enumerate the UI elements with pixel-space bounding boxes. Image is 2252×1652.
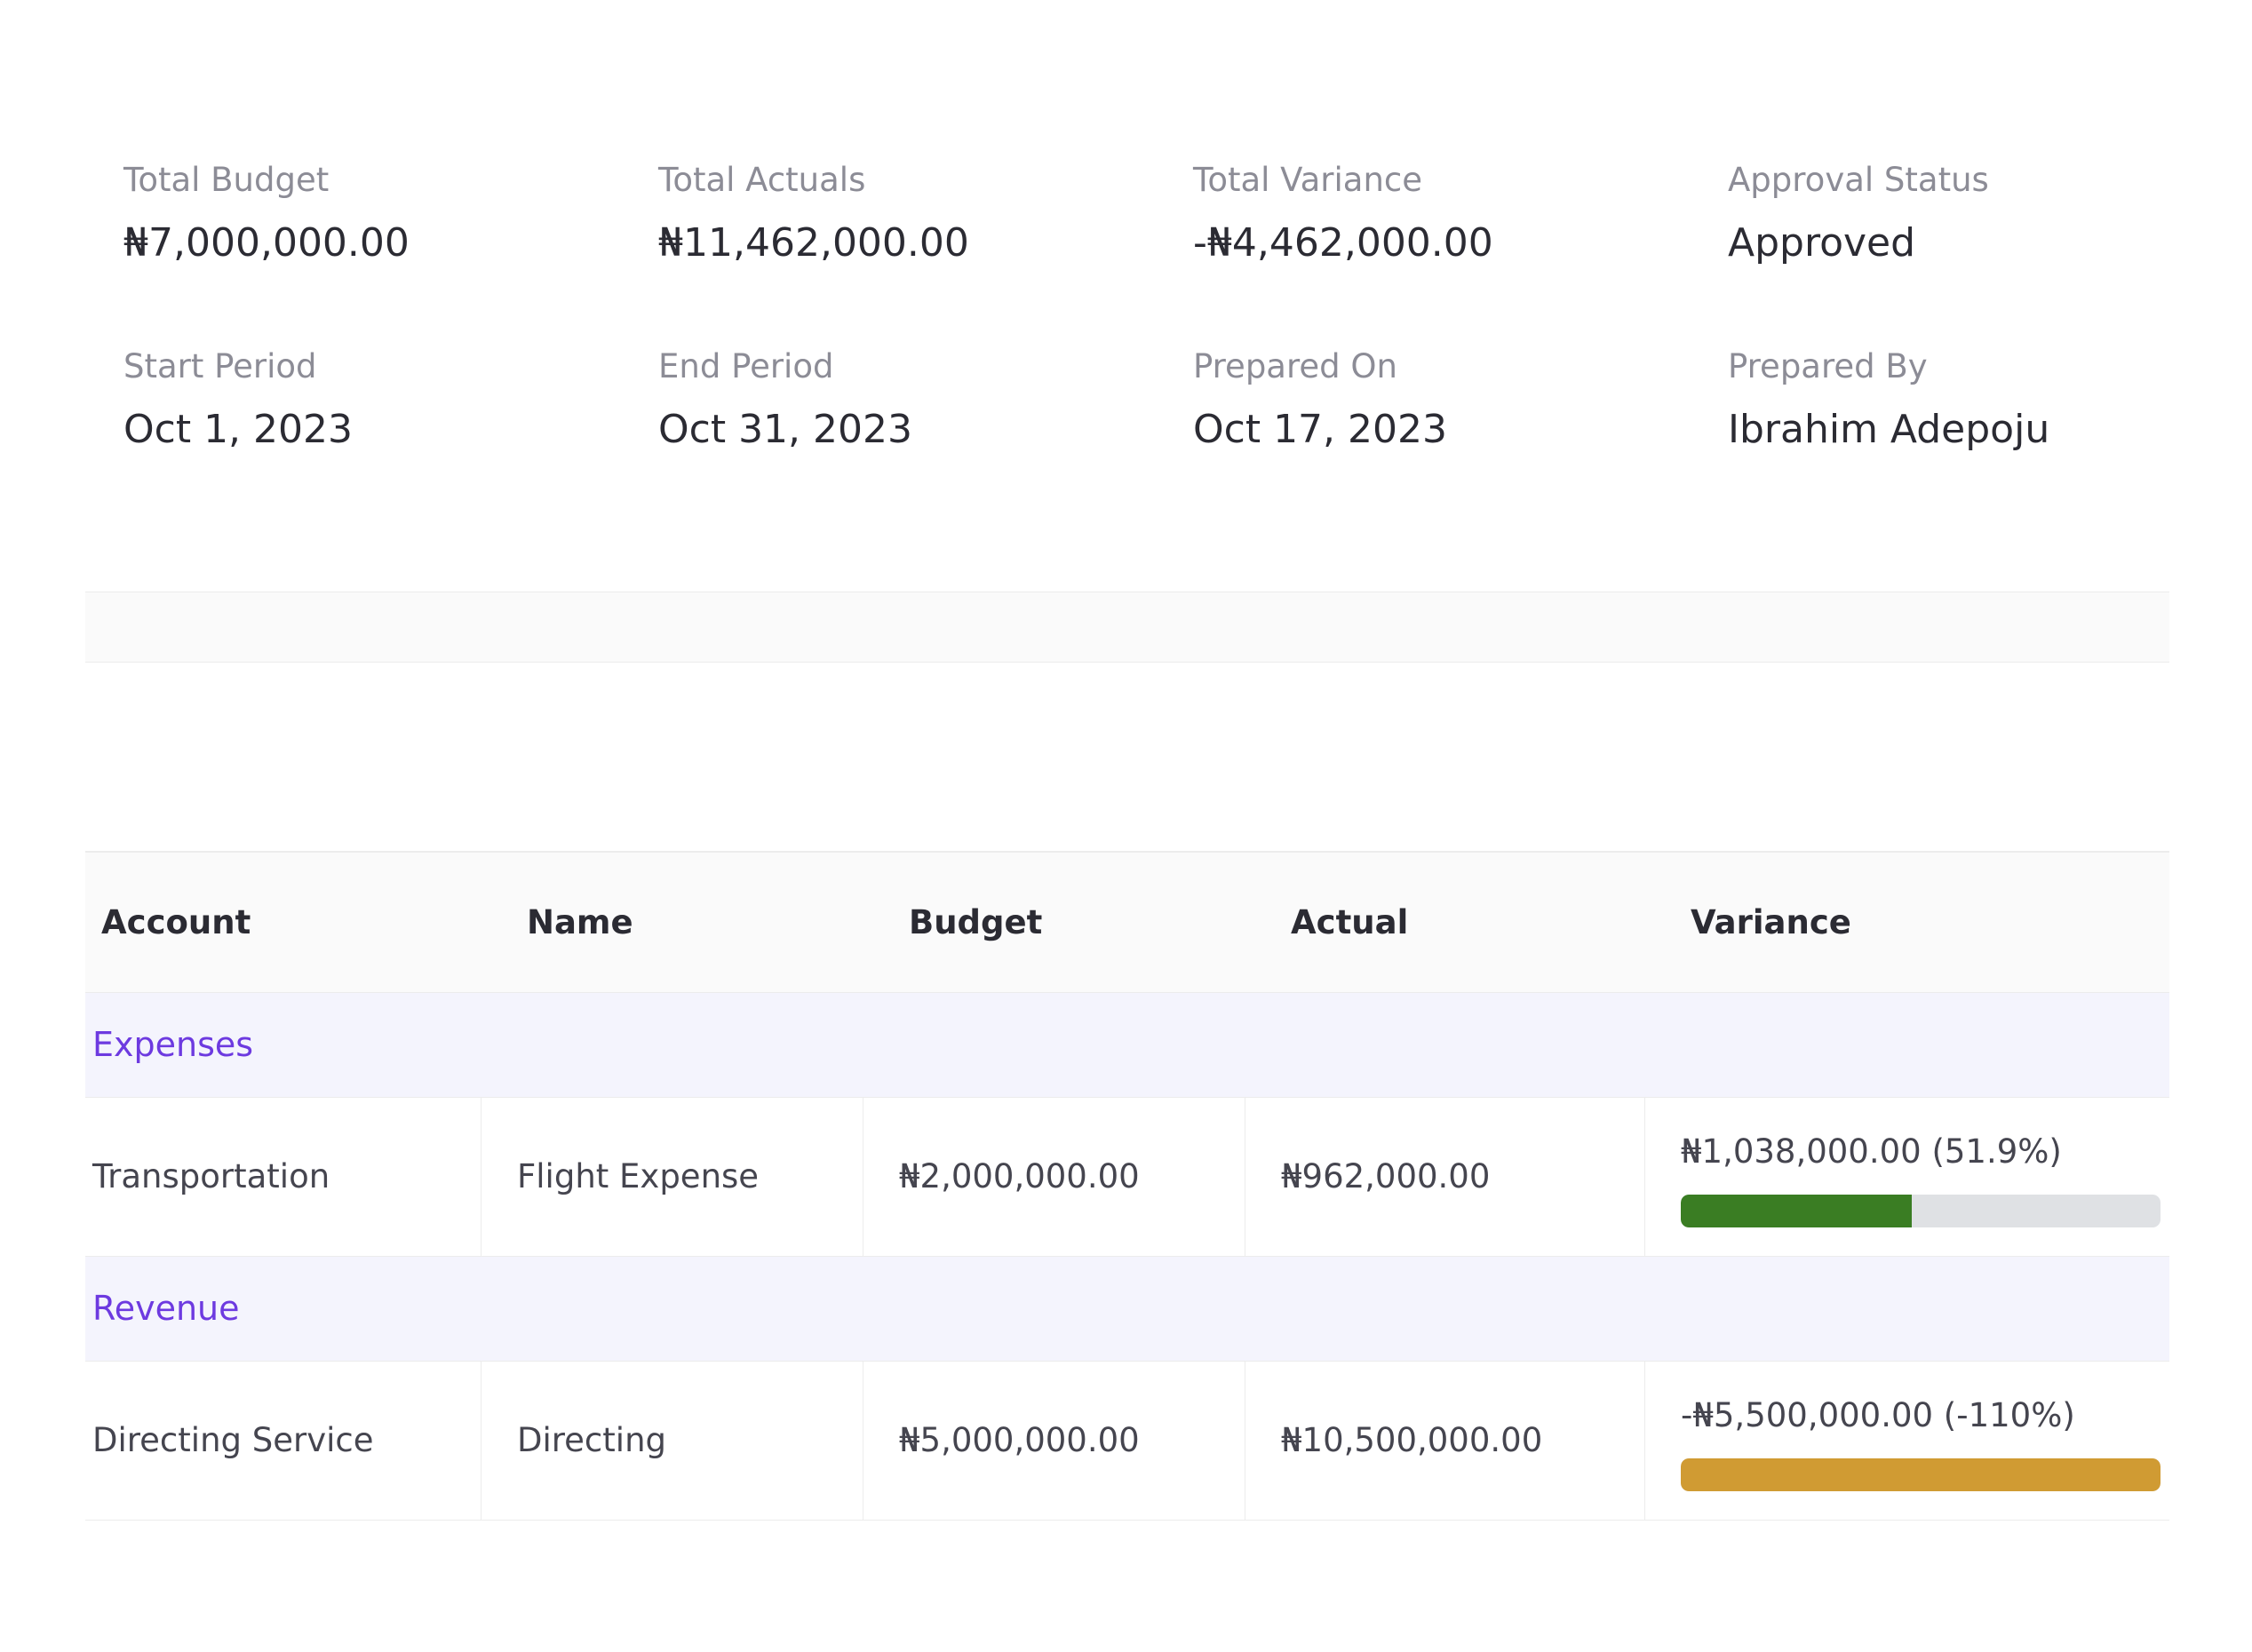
cell-name: Flight Expense [481, 1098, 863, 1256]
summary-value: Oct 17, 2023 [1193, 407, 1447, 452]
summary-prepared-by: Prepared By Ibrahim Adepoju [1728, 345, 2149, 522]
table-header: Account Name Budget Actual Variance [85, 851, 2169, 993]
cell-name: Directing [481, 1362, 863, 1520]
variance-progress-fill [1681, 1195, 1912, 1227]
variance-progress-bar [1681, 1195, 2160, 1227]
column-header-budget[interactable]: Budget [909, 903, 1043, 941]
column-header-variance[interactable]: Variance [1691, 903, 1851, 941]
budget-table: Account Name Budget Actual Variance Expe… [85, 851, 2169, 1521]
variance-text: -₦5,500,000.00 (-110%) [1681, 1396, 2075, 1434]
summary-label: Prepared By [1728, 347, 1928, 385]
name-text: Directing [517, 1421, 666, 1459]
summary-total-variance: Total Variance -₦4,462,000.00 [1193, 158, 1728, 345]
summary-label: Total Actuals [658, 161, 866, 199]
summary-label: Prepared On [1193, 347, 1397, 385]
summary-value: ₦11,462,000.00 [658, 220, 969, 266]
summary-label: Approval Status [1728, 161, 1989, 199]
account-text: Transportation [92, 1157, 330, 1195]
group-row-expenses: Expenses [85, 993, 2169, 1098]
summary-total-actuals: Total Actuals ₦11,462,000.00 [658, 158, 1193, 345]
column-header-name[interactable]: Name [527, 903, 633, 941]
summary-label: Total Variance [1193, 161, 1423, 199]
empty-band [85, 592, 2169, 663]
summary-label: Start Period [123, 347, 317, 385]
summary-prepared-on: Prepared On Oct 17, 2023 [1193, 345, 1728, 522]
column-header-account[interactable]: Account [101, 903, 251, 941]
cell-account: Transportation [85, 1098, 481, 1256]
cell-variance: ₦1,038,000.00 (51.9%) [1645, 1098, 2169, 1256]
group-label: Expenses [92, 1025, 254, 1064]
summary-value: -₦4,462,000.00 [1193, 220, 1493, 266]
variance-progress-bar [1681, 1458, 2160, 1491]
group-label: Revenue [92, 1289, 240, 1328]
summary-total-budget: Total Budget ₦7,000,000.00 [123, 158, 658, 345]
budget-text: ₦5,000,000.00 [899, 1421, 1140, 1459]
actual-text: ₦962,000.00 [1281, 1157, 1491, 1195]
summary-approval-status: Approval Status Approved [1728, 158, 2149, 345]
group-row-revenue: Revenue [85, 1257, 2169, 1362]
cell-budget: ₦5,000,000.00 [863, 1362, 1245, 1520]
column-header-actual[interactable]: Actual [1291, 903, 1409, 941]
summary-value: Oct 1, 2023 [123, 407, 354, 452]
status-value: Approved [1728, 220, 1916, 266]
summary-start-period: Start Period Oct 1, 2023 [123, 345, 658, 522]
summary-end-period: End Period Oct 31, 2023 [658, 345, 1193, 522]
budget-text: ₦2,000,000.00 [899, 1157, 1140, 1195]
cell-actual: ₦10,500,000.00 [1245, 1362, 1645, 1520]
cell-actual: ₦962,000.00 [1245, 1098, 1645, 1256]
summary-value: Oct 31, 2023 [658, 407, 912, 452]
summary-value: Ibrahim Adepoju [1728, 407, 2050, 452]
table-row[interactable]: Transportation Flight Expense ₦2,000,000… [85, 1098, 2169, 1257]
variance-text: ₦1,038,000.00 (51.9%) [1681, 1132, 2062, 1171]
summary-label: Total Budget [123, 161, 330, 199]
summary-value: ₦7,000,000.00 [123, 220, 410, 266]
variance-progress-fill [1681, 1458, 2160, 1491]
budget-summary: Total Budget ₦7,000,000.00 Total Actuals… [123, 158, 2149, 522]
actual-text: ₦10,500,000.00 [1281, 1421, 1543, 1459]
cell-variance: -₦5,500,000.00 (-110%) [1645, 1362, 2169, 1520]
summary-label: End Period [658, 347, 834, 385]
cell-account: Directing Service [85, 1362, 481, 1520]
name-text: Flight Expense [517, 1157, 760, 1195]
cell-budget: ₦2,000,000.00 [863, 1098, 1245, 1256]
account-text: Directing Service [92, 1421, 374, 1459]
table-row[interactable]: Directing Service Directing ₦5,000,000.0… [85, 1362, 2169, 1521]
